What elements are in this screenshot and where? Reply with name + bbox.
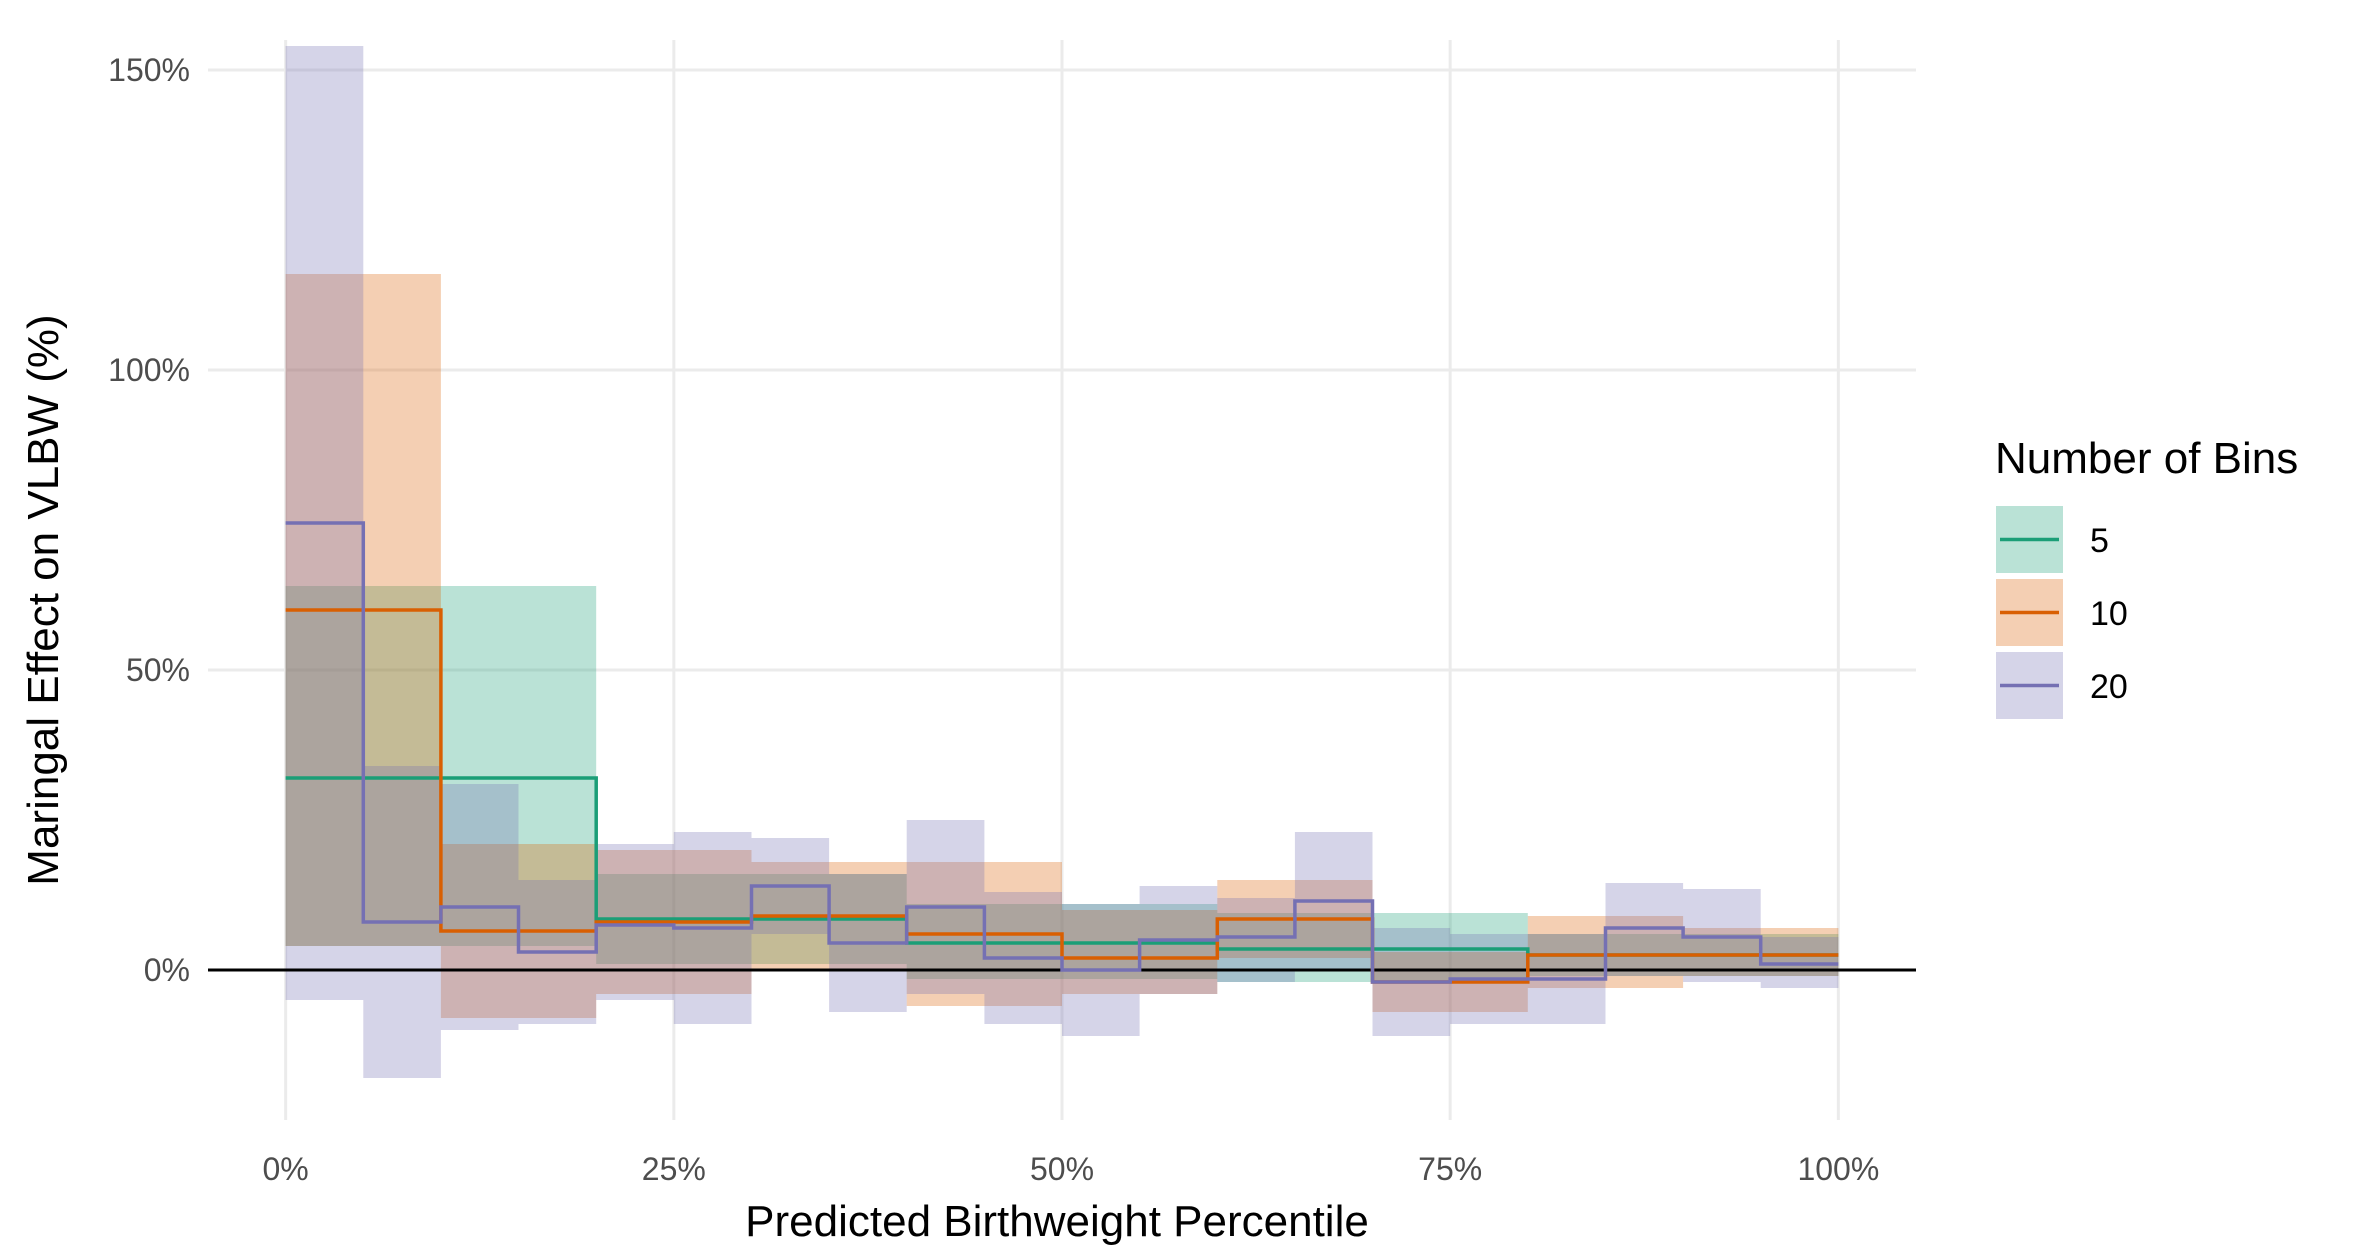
y-tick-label: 100% (108, 352, 190, 388)
x-axis-title: Predicted Birthweight Percentile (745, 1197, 1369, 1246)
line-series-20 (285, 521, 1839, 984)
x-axis-ticks: 0% 25% 50% 75% 100% (263, 1151, 1880, 1187)
confidence-bands (285, 46, 1839, 1078)
band-series-20 (285, 46, 1839, 1078)
x-tick-label: 25% (642, 1151, 706, 1187)
series-lines (285, 521, 1839, 984)
legend-entry-5: 5 (2090, 522, 2109, 560)
y-tick-label: 0% (144, 952, 190, 988)
x-tick-label: 100% (1797, 1151, 1879, 1187)
x-tick-label: 50% (1030, 1151, 1094, 1187)
legend: Number of Bins 5 10 20 (1995, 434, 2298, 719)
y-tick-label: 150% (108, 52, 190, 88)
band-series-5 (285, 586, 1839, 982)
y-tick-label: 50% (126, 652, 190, 688)
y-axis-ticks: 0% 50% 100% 150% (108, 52, 190, 988)
x-tick-label: 0% (263, 1151, 309, 1187)
band-series-10 (285, 274, 1839, 1018)
legend-title: Number of Bins (1995, 434, 2298, 483)
x-tick-label: 75% (1418, 1151, 1482, 1187)
legend-entry-10: 10 (2090, 595, 2128, 633)
legend-entry-20: 20 (2090, 668, 2128, 706)
y-axis-title: Maringal Effect on VLBW (%) (19, 314, 68, 885)
